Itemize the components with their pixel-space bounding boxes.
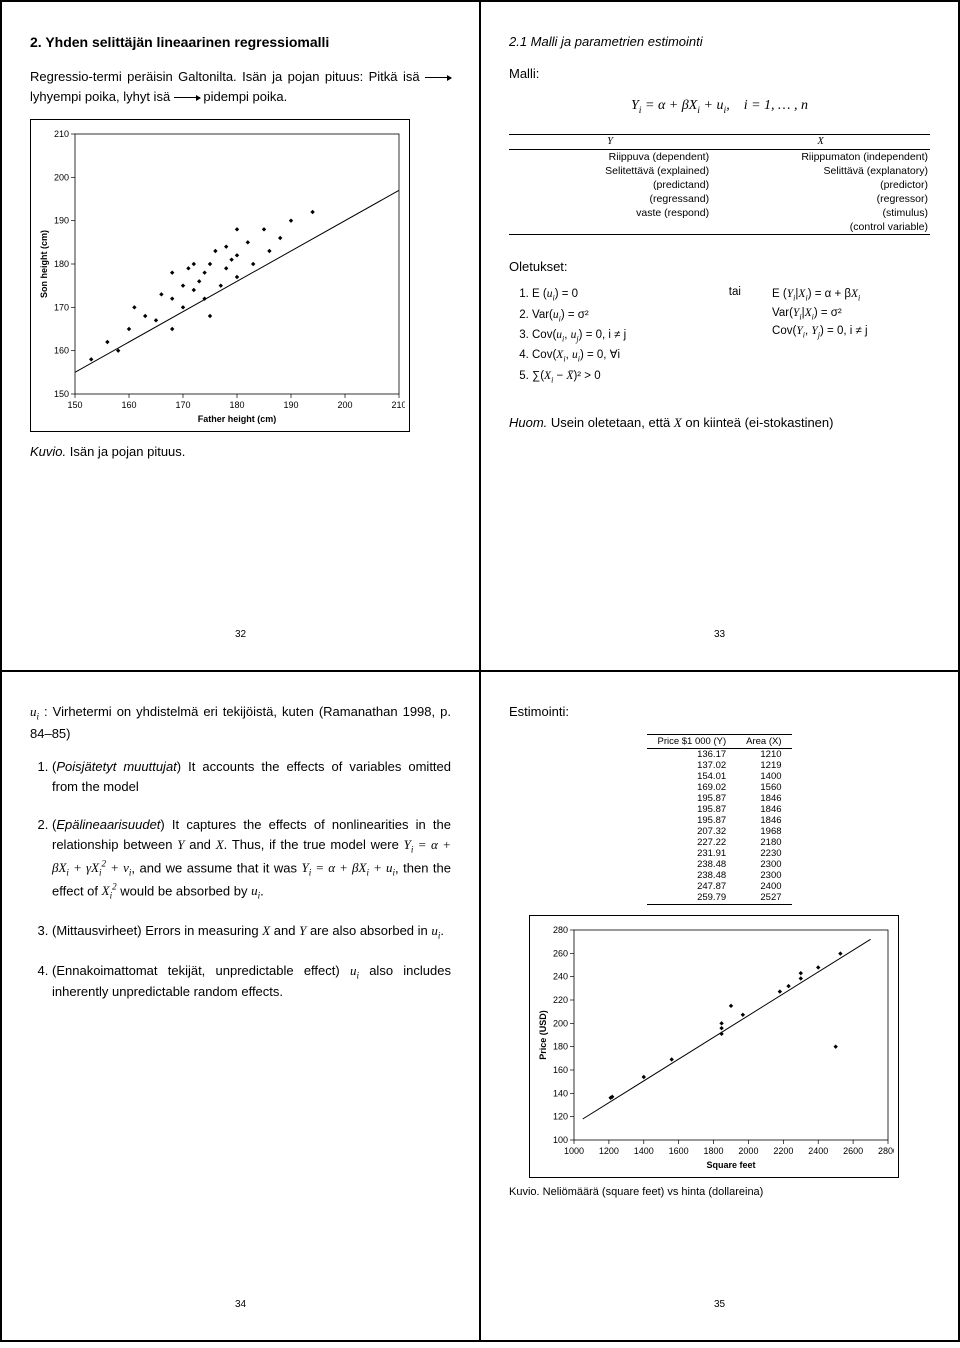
estimointi-heading: Estimointi: [509,702,930,722]
svg-text:2400: 2400 [808,1146,828,1156]
svg-text:2200: 2200 [773,1146,793,1156]
hdr-y: Y [509,135,711,150]
tai-label: tai [728,285,769,389]
list-item: (Epälineaarisuudet) It captures the effe… [52,815,451,903]
malli-label: Malli: [509,64,930,84]
slide-32: 2. Yhden selittäjän lineaarinen regressi… [1,1,480,671]
svg-text:220: 220 [553,995,568,1005]
svg-text:200: 200 [553,1018,568,1028]
svg-text:210: 210 [54,129,69,139]
section-title: 2. Yhden selittäjän lineaarinen regressi… [30,32,451,53]
arrow-icon [174,97,200,98]
svg-text:260: 260 [553,948,568,958]
scatter-chart-price: 1000 1200 1400 1600 1800 2000 2200 2400 2600 2800… [529,915,899,1178]
th-price: Price $1 000 (Y) [647,735,736,749]
page-number: 33 [714,629,725,640]
svg-text:1000: 1000 [564,1146,584,1156]
svg-text:180: 180 [229,400,244,410]
svg-text:170: 170 [175,400,190,410]
svg-text:240: 240 [553,972,568,982]
price-area-table: Price $1 000 (Y)Area (X) 136.171210137.0… [647,734,791,905]
model-equation: Yi = α + βXi + ui, i = 1, … , n [509,98,930,116]
svg-text:1600: 1600 [669,1146,689,1156]
assumptions-left: E (ui) = 0Var(ui) = σ²Cov(ui, uj) = 0, i… [512,286,725,386]
page-number: 32 [235,629,246,640]
list-item: (Mittausvirheet) Errors in measuring X a… [52,921,451,943]
svg-text:2600: 2600 [843,1146,863,1156]
oletukset-label: Oletukset: [509,257,930,277]
svg-text:180: 180 [553,1042,568,1052]
scatter-chart-heights: 150 160 170 180 190 200 210 150 160 170 180 190 200 2… [30,119,410,432]
svg-text:140: 140 [553,1088,568,1098]
variable-terms-table: YX Riippuva (dependent)Riippumaton (inde… [509,134,930,235]
assumptions-table: E (ui) = 0Var(ui) = σ²Cov(ui, uj) = 0, i… [509,283,930,391]
th-area: Area (X) [736,735,791,749]
page-grid: 2. Yhden selittäjän lineaarinen regressi… [0,0,960,1342]
svg-text:160: 160 [121,400,136,410]
hdr-x: X [711,135,930,150]
error-term-list: (Poisjätetyt muuttujat) It accounts the … [30,757,451,1003]
caption-text: Isän ja pojan pituus. [66,444,185,459]
svg-text:190: 190 [283,400,298,410]
svg-text:2000: 2000 [738,1146,758,1156]
para-text-b: lyhyempi poika, lyhyt isä [30,89,174,104]
caption-prefix: Kuvio. [30,444,66,459]
intro-para: ui : Virhetermi on yhdistelmä eri tekijö… [30,702,451,744]
list-item: (Ennakoimattomat tekijät, unpredictable … [52,961,451,1003]
huom-para: Huom. Usein oletetaan, että X on kiinteä… [509,413,930,433]
svg-text:1200: 1200 [599,1146,619,1156]
svg-text:280: 280 [553,925,568,935]
huom-prefix: Huom. [509,415,547,430]
page-number: 35 [714,1299,725,1310]
svg-text:160: 160 [54,346,69,356]
chart-svg: 1000 1200 1400 1600 1800 2000 2200 2400 2600 2800… [536,922,894,1172]
svg-text:170: 170 [54,303,69,313]
slide-34: ui : Virhetermi on yhdistelmä eri tekijö… [1,671,480,1341]
para-text-c: pidempi poika. [203,89,287,104]
list-item: (Poisjätetyt muuttujat) It accounts the … [52,757,451,797]
svg-text:2800: 2800 [878,1146,894,1156]
svg-text:120: 120 [553,1112,568,1122]
svg-text:1400: 1400 [634,1146,654,1156]
svg-text:150: 150 [67,400,82,410]
chart-svg: 150 160 170 180 190 200 210 150 160 170 180 190 200 2… [37,126,405,426]
svg-text:180: 180 [54,259,69,269]
svg-text:Price (USD): Price (USD) [538,1010,548,1060]
slide-33: 2.1 Malli ja parametrien estimointi Mall… [480,1,959,671]
svg-text:Square feet: Square feet [706,1160,755,1170]
arrow-icon [425,77,451,78]
section-heading: 2.1 Malli ja parametrien estimointi [509,34,703,49]
svg-text:160: 160 [553,1065,568,1075]
svg-text:Son height (cm): Son height (cm) [39,230,49,298]
svg-text:Father height (cm): Father height (cm) [198,414,277,424]
figure-caption: Kuvio. Isän ja pojan pituus. [30,444,451,459]
svg-text:200: 200 [54,173,69,183]
svg-text:200: 200 [337,400,352,410]
huom-text: Usein oletetaan, että X on kiinteä (ei-s… [551,415,834,430]
assumptions-right: E (Yi|Xi) = α + βXiVar(Yi|Xi) = σ²Cov(Yi… [772,286,927,341]
svg-text:210: 210 [391,400,405,410]
page-number: 34 [235,1299,246,1310]
svg-text:150: 150 [54,389,69,399]
svg-text:190: 190 [54,216,69,226]
para-text-a: Regressio-termi peräisin Galtonilta. Isä… [30,69,425,84]
svg-text:1800: 1800 [704,1146,724,1156]
intro-para: Regressio-termi peräisin Galtonilta. Isä… [30,67,451,107]
svg-text:100: 100 [553,1135,568,1145]
figure-caption: Kuvio. Neliömäärä (square feet) vs hinta… [509,1186,930,1198]
slide-35: Estimointi: Price $1 000 (Y)Area (X) 136… [480,671,959,1341]
